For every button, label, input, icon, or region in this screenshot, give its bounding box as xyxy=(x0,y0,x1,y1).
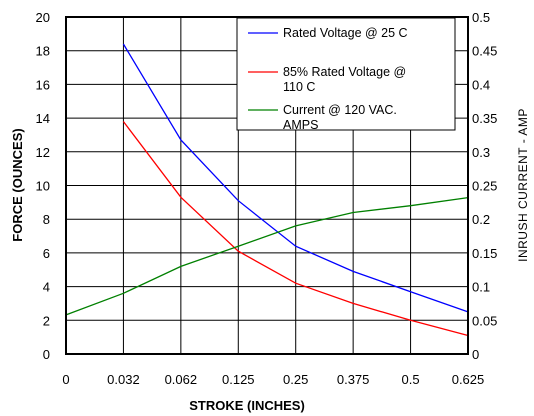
series-lines xyxy=(65,43,469,337)
y2-tick-label: 0.4 xyxy=(472,77,490,92)
y-tick-label: 0 xyxy=(43,347,50,362)
x-axis-title: STROKE (INCHES) xyxy=(189,398,305,413)
x-tick-label: 0.062 xyxy=(165,372,198,387)
x-tick-label: 0.375 xyxy=(337,372,370,387)
y2-tick-label: 0 xyxy=(472,347,479,362)
x-tick-label: 0.032 xyxy=(107,372,140,387)
x-tick-label: 0.5 xyxy=(402,372,420,387)
y-tick-label: 14 xyxy=(36,111,50,126)
y2-tick-label: 0.35 xyxy=(472,111,497,126)
series-line xyxy=(122,43,469,313)
y-tick-labels: 0 2 4 6 8 10 12 14 16 18 20 xyxy=(36,10,50,362)
x-tick-label: 0.125 xyxy=(222,372,255,387)
y2-tick-labels: 0 0.05 0.1 0.15 0.2 0.25 0.3 0.35 0.4 0.45 0.5 xyxy=(472,10,497,362)
y-tick-label: 6 xyxy=(43,246,50,261)
y-tick-label: 2 xyxy=(43,313,50,328)
y2-tick-label: 0.25 xyxy=(472,179,497,194)
plot-border xyxy=(65,16,469,355)
y-tick-label: 20 xyxy=(36,10,50,25)
y2-tick-label: 0.1 xyxy=(472,280,490,295)
x-tick-labels: 0 0.032 0.062 0.125 0.25 0.375 0.5 0.625 xyxy=(62,372,484,387)
x-tick-label: 0.25 xyxy=(283,372,308,387)
legend-label: 85% Rated Voltage @ xyxy=(283,65,406,79)
y-tick-label: 16 xyxy=(36,77,50,92)
y-tick-label: 12 xyxy=(36,145,50,160)
y-tick-label: 10 xyxy=(36,179,50,194)
y2-tick-label: 0.45 xyxy=(472,44,497,59)
x-tick-label: 0.625 xyxy=(452,372,485,387)
legend: Rated Voltage @ 25 C 85% Rated Voltage @1… xyxy=(236,17,456,132)
legend-label: Rated Voltage @ 25 C xyxy=(283,26,408,40)
y2-tick-label: 0.2 xyxy=(472,212,490,227)
y2-tick-label: 0.15 xyxy=(472,246,497,261)
y-tick-label: 4 xyxy=(43,280,50,295)
x-tick-label: 0 xyxy=(62,372,69,387)
y-tick-label: 18 xyxy=(36,44,50,59)
y2-tick-label: 0.5 xyxy=(472,10,490,25)
y2-axis-title: INRUSH CURRENT - AMP xyxy=(516,108,530,262)
y2-tick-label: 0.05 xyxy=(472,313,497,328)
series-line xyxy=(122,121,469,337)
y2-tick-label: 0.3 xyxy=(472,145,490,160)
legend-box xyxy=(236,17,456,131)
y-tick-label: 8 xyxy=(43,212,50,227)
legend-label: Current @ 120 VAC. xyxy=(283,103,397,117)
series-line xyxy=(65,196,469,316)
legend-label: 110 C xyxy=(283,80,315,94)
legend-label: AMPS xyxy=(283,118,318,132)
y-axis-title: FORCE (OUNCES) xyxy=(10,128,25,241)
